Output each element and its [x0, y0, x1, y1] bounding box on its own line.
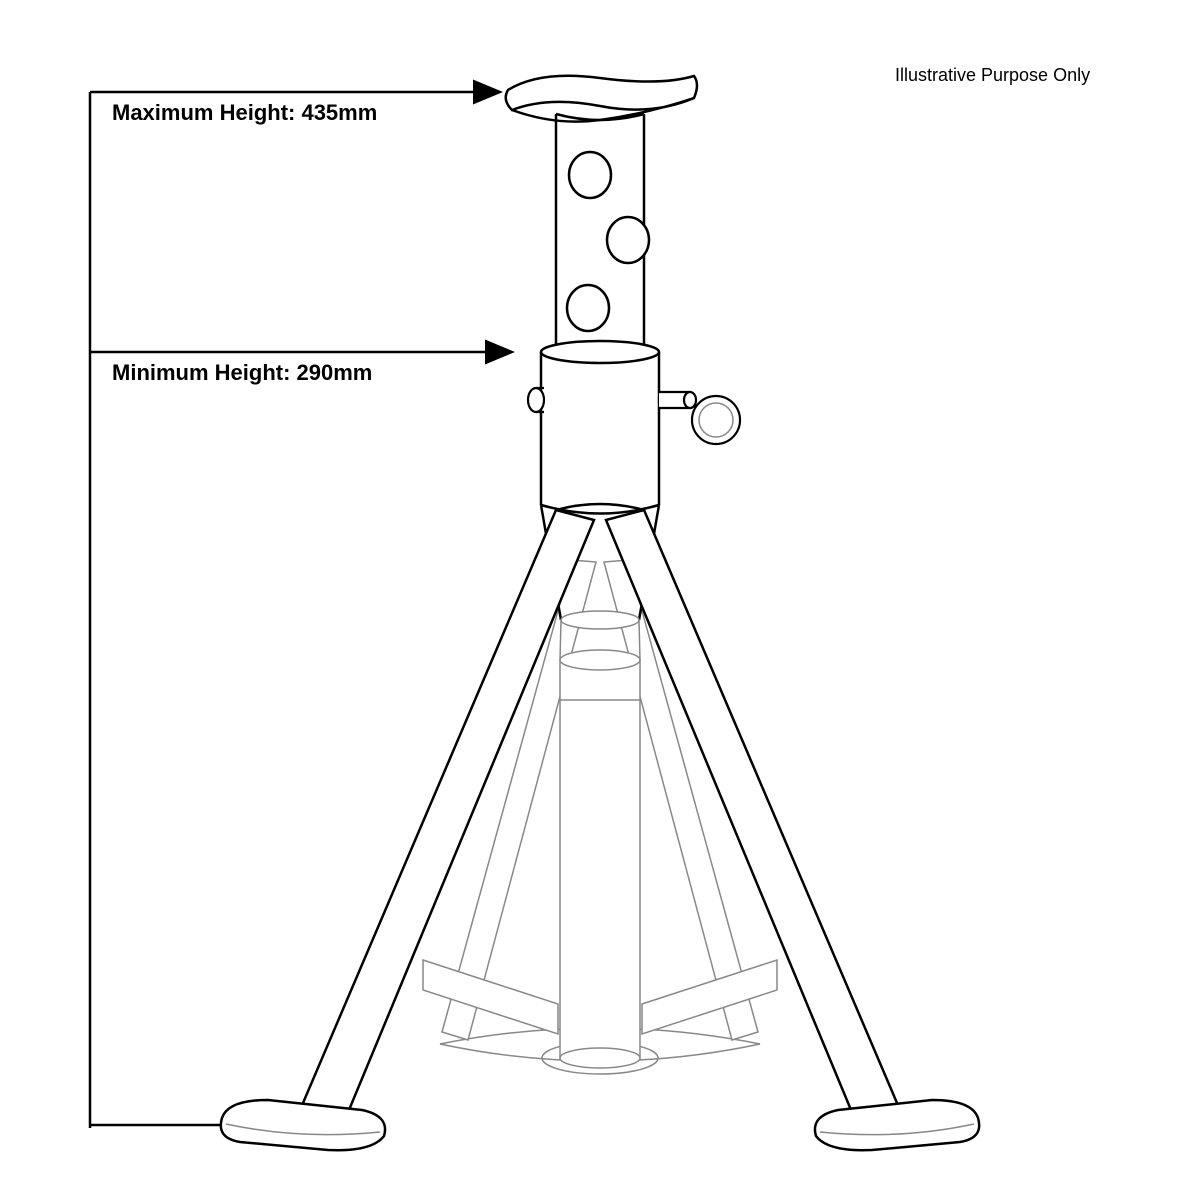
inner-post: [556, 114, 649, 346]
lock-pin: [528, 388, 740, 444]
foot-left: [221, 1100, 385, 1150]
jack-stand: [221, 76, 979, 1151]
diagram-canvas: Illustrative Purpose Only Maximum Height…: [0, 0, 1200, 1200]
jack-stand-drawing: [0, 0, 1200, 1200]
center-column: [560, 650, 640, 1068]
outer-sleeve: [541, 341, 659, 660]
saddle: [506, 76, 697, 122]
foot-right: [815, 1100, 979, 1150]
